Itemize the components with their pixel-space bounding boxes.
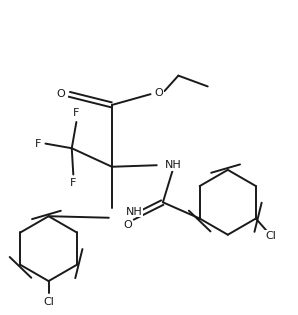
Text: F: F	[70, 178, 77, 188]
Text: O: O	[124, 220, 132, 231]
Text: O: O	[154, 88, 163, 98]
Text: NH: NH	[164, 160, 181, 170]
Text: O: O	[57, 89, 65, 99]
Text: Cl: Cl	[43, 297, 54, 307]
Text: F: F	[73, 108, 80, 118]
Text: F: F	[35, 139, 41, 149]
Text: NH: NH	[126, 207, 142, 217]
Text: Cl: Cl	[265, 231, 276, 241]
